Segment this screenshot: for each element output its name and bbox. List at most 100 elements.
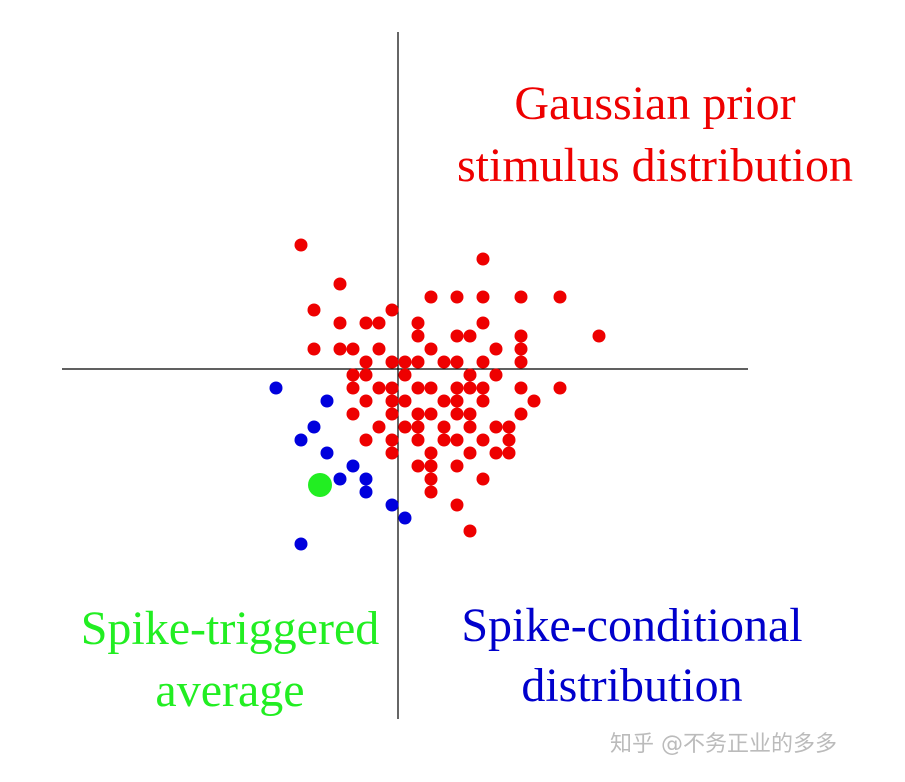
point [359, 355, 373, 369]
point [333, 342, 347, 356]
point [346, 407, 360, 421]
point [450, 381, 464, 395]
point [372, 316, 386, 330]
point [398, 394, 412, 408]
point [476, 472, 490, 486]
point [463, 420, 477, 434]
point [385, 381, 399, 395]
large-point [308, 473, 332, 497]
point [307, 420, 321, 434]
point [450, 394, 464, 408]
point [398, 420, 412, 434]
point [385, 303, 399, 317]
point [385, 498, 399, 512]
point [398, 511, 412, 525]
point [489, 368, 503, 382]
point [553, 290, 567, 304]
point [527, 394, 541, 408]
point [450, 459, 464, 473]
point [385, 394, 399, 408]
point [385, 355, 399, 369]
point [385, 433, 399, 447]
point [320, 394, 334, 408]
point [372, 381, 386, 395]
point [502, 433, 516, 447]
annotation: Spike-triggered [81, 602, 380, 655]
point [450, 329, 464, 343]
point [476, 316, 490, 330]
point [437, 355, 451, 369]
point [476, 252, 490, 266]
point [424, 459, 438, 473]
point [359, 485, 373, 499]
point [450, 290, 464, 304]
point [269, 381, 283, 395]
point [424, 446, 438, 460]
point [333, 277, 347, 291]
point [463, 381, 477, 395]
point [476, 381, 490, 395]
point [450, 407, 464, 421]
point [450, 498, 464, 512]
point [450, 433, 464, 447]
point [411, 329, 425, 343]
point [346, 381, 360, 395]
point [411, 355, 425, 369]
point [424, 381, 438, 395]
point [333, 472, 347, 486]
point [346, 342, 360, 356]
point [359, 433, 373, 447]
point [502, 420, 516, 434]
point [489, 342, 503, 356]
point [411, 459, 425, 473]
point [476, 290, 490, 304]
point [411, 433, 425, 447]
point [514, 381, 528, 395]
annotation: average [155, 664, 304, 717]
point [359, 472, 373, 486]
point [359, 316, 373, 330]
point [476, 355, 490, 369]
point [320, 446, 334, 460]
point [476, 433, 490, 447]
point [463, 329, 477, 343]
point [411, 381, 425, 395]
annotation: Spike-conditional [461, 599, 802, 652]
point [424, 342, 438, 356]
point [502, 446, 516, 460]
point [294, 238, 308, 252]
point [372, 420, 386, 434]
point [333, 316, 347, 330]
point [411, 407, 425, 421]
point [307, 342, 321, 356]
point [398, 355, 412, 369]
point [346, 459, 360, 473]
point [514, 329, 528, 343]
point [437, 394, 451, 408]
point [514, 355, 528, 369]
point [359, 394, 373, 408]
point [553, 381, 567, 395]
point [514, 290, 528, 304]
point [592, 329, 606, 343]
point [359, 368, 373, 382]
watermark: 知乎 @不务正业的多多 [610, 732, 837, 757]
annotation: stimulus distribution [457, 139, 853, 192]
point [463, 407, 477, 421]
point [411, 316, 425, 330]
point [346, 368, 360, 382]
point [307, 303, 321, 317]
point [463, 446, 477, 460]
point [411, 420, 425, 434]
point [463, 368, 477, 382]
point [489, 420, 503, 434]
annotation: Gaussian prior [514, 77, 795, 130]
point [514, 342, 528, 356]
point [476, 394, 490, 408]
point [294, 433, 308, 447]
point [514, 407, 528, 421]
point [489, 446, 503, 460]
point [385, 446, 399, 460]
